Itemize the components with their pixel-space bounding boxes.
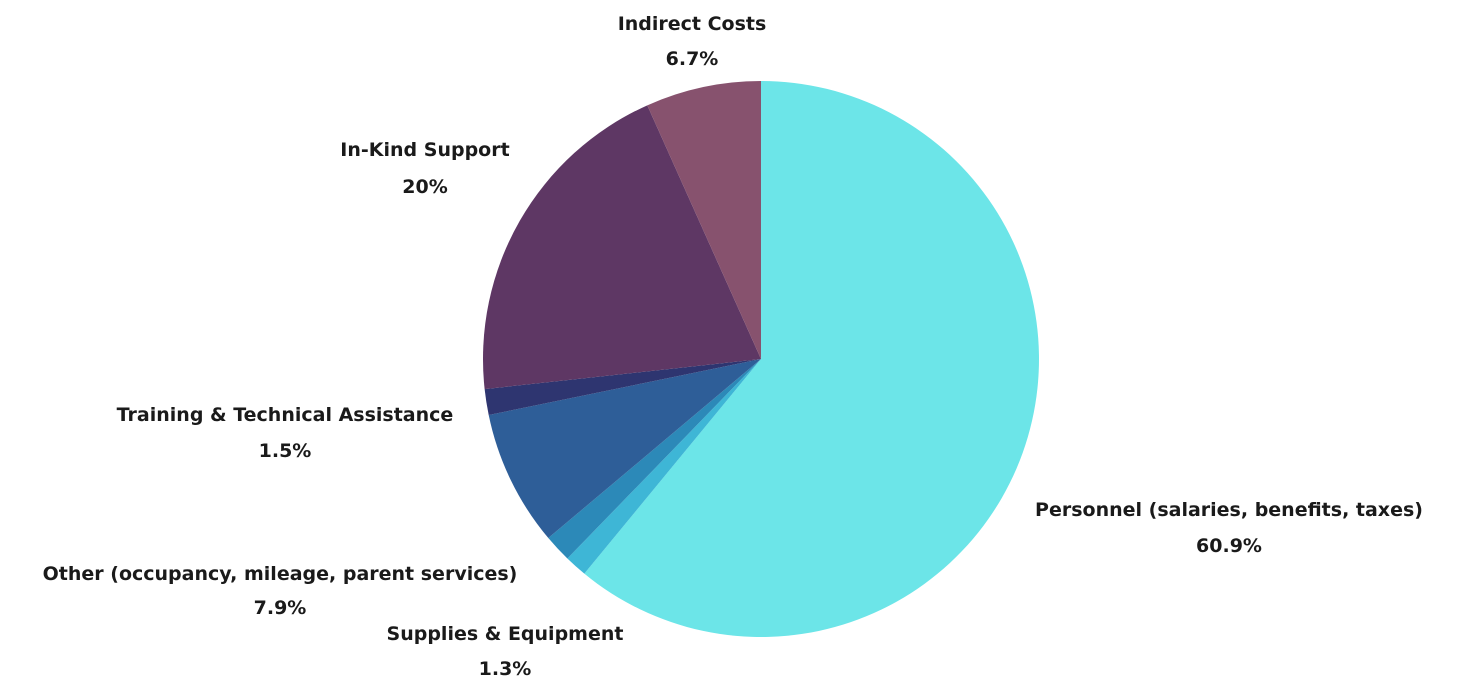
slice-label-indirect-value: 6.7% [666, 48, 719, 70]
slice-label-supplies: Supplies & Equipment 1.3% [387, 623, 624, 679]
pie-labels: Personnel (salaries, benefits, taxes) 60… [43, 13, 1423, 679]
slice-label-personnel-name: Personnel (salaries, benefits, taxes) [1035, 499, 1423, 521]
slice-label-training-value: 1.5% [259, 440, 312, 462]
pie-slice-6 [647, 81, 761, 359]
slice-label-training: Training & Technical Assistance 1.5% [117, 404, 454, 462]
pie-slice-4 [484, 359, 761, 415]
slice-label-other: Other (occupancy, mileage, parent servic… [43, 563, 518, 619]
slice-label-other-value: 7.9% [254, 597, 307, 619]
slice-label-other-name: Other (occupancy, mileage, parent servic… [43, 563, 518, 585]
slice-label-in-kind-name: In-Kind Support [340, 139, 509, 161]
slice-label-supplies-value: 1.3% [479, 658, 532, 679]
slice-label-indirect-name: Indirect Costs [618, 13, 767, 35]
slice-label-personnel: Personnel (salaries, benefits, taxes) 60… [1035, 499, 1423, 557]
pie-slice-2 [548, 359, 761, 559]
pie-slice-1 [567, 359, 761, 574]
slice-label-indirect: Indirect Costs 6.7% [618, 13, 767, 70]
slice-label-training-name: Training & Technical Assistance [117, 404, 454, 426]
slice-label-personnel-value: 60.9% [1196, 535, 1262, 557]
pie-slice-5 [482, 105, 761, 390]
slice-label-supplies-name: Supplies & Equipment [387, 623, 624, 645]
pie-slice-0 [584, 81, 1039, 637]
pie-slice-3 [488, 359, 761, 539]
slice-label-in-kind: In-Kind Support 20% [340, 139, 509, 198]
slice-label-in-kind-value: 20% [402, 176, 447, 198]
pie-slices [482, 81, 1039, 637]
